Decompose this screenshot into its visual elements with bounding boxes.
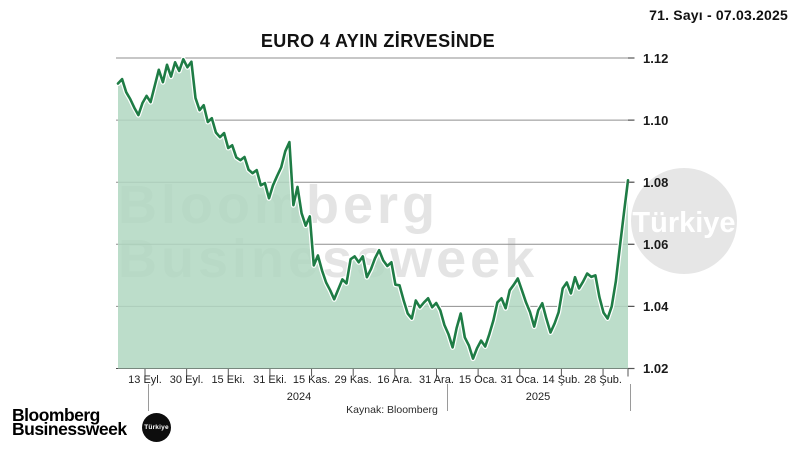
x-tick-label: 15 Oca. [458,374,498,386]
x-tick-label: 15 Kas. [292,374,331,386]
y-tick-label: 1.10 [643,112,669,128]
x-tick-label: 30 Eyl. [169,374,204,386]
y-tick-label: 1.06 [643,236,669,252]
x-tick-label: 31 Oca. [500,374,540,386]
year-separator [447,384,448,411]
x-tick-label: 28 Şub. [584,374,622,386]
x-tick-label: 16 Ara. [377,374,413,386]
x-tick-label: 15 Eki. [211,374,246,386]
watermark-badge-text: Türkiye [632,207,735,239]
x-tick-label: 13 Eyl. [128,374,162,386]
x-tick-label: 14 Şub. [542,374,581,386]
source-label: Kaynak: Bloomberg [346,404,438,416]
publisher-logo-line1: Bloomberg [12,405,100,425]
issue-label: 71. Sayı - 07.03.2025 [649,7,788,23]
publisher-logo-badge: Türkiye [142,413,171,442]
year-separator [148,384,149,411]
year-label: 2024 [286,391,312,403]
y-tick-label: 1.04 [643,298,669,314]
x-tick-label: 31 Ara. [419,374,454,386]
price-line [116,57,630,360]
x-tick-label: 31 Eki. [253,374,287,386]
y-tick-label: 1.02 [643,361,669,376]
publisher-logo: Bloomberg Businessweek [12,405,127,439]
area-fill [118,59,628,369]
axis-ticks [144,57,635,377]
watermark-badge-circle [631,168,737,274]
year-label: 2025 [525,391,551,403]
year-separator [630,384,631,411]
x-tick-label: 29 Kas. [334,374,372,386]
chart-title: EURO 4 AYIN ZİRVESİNDE [260,31,496,51]
y-tick-label: 1.12 [643,50,669,66]
publisher-logo-badge-text: Türkiye [144,424,169,431]
y-tick-label: 1.08 [643,174,669,190]
publisher-logo-line2: Businessweek [12,418,127,439]
